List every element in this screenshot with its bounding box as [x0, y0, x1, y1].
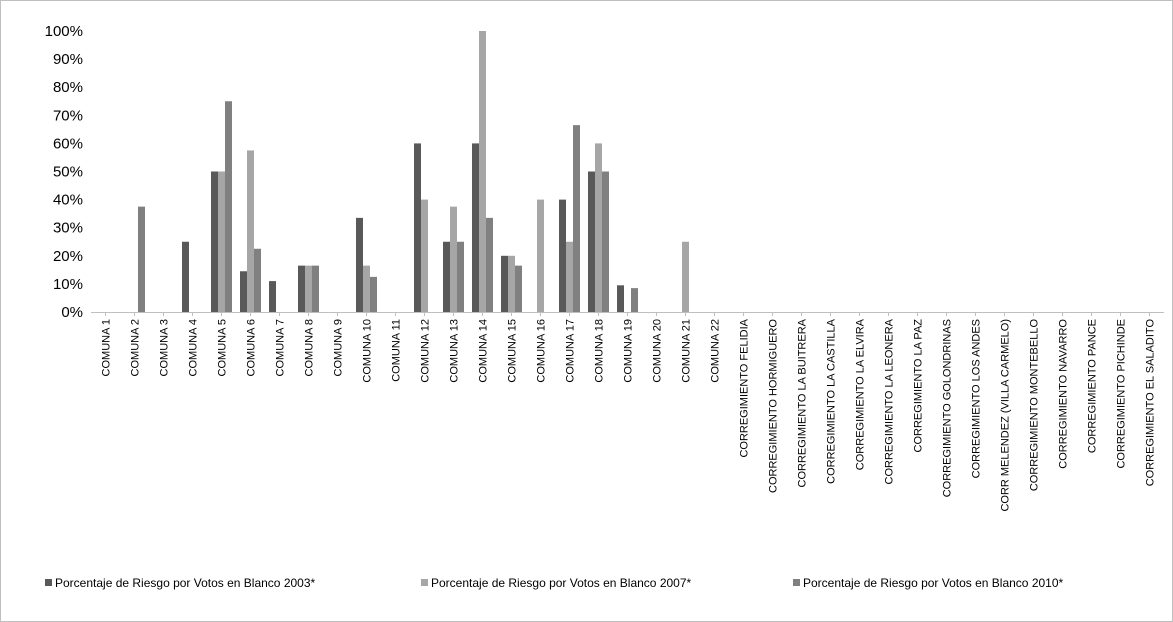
x-category-label: COMUNA 21: [681, 319, 693, 383]
bar-3: [515, 265, 522, 312]
bar-1: [472, 143, 479, 312]
x-category-label: COMUNA 8: [304, 319, 316, 376]
bar-3: [138, 206, 145, 312]
x-category-label: COMUNA 20: [652, 319, 664, 383]
y-tick-label: 40%: [53, 192, 83, 209]
x-category-label: COMUNA 5: [217, 319, 229, 376]
x-category-label: CORREGIMIENTO LOS ANDES: [971, 319, 983, 478]
bar-2: [508, 255, 515, 312]
bar-1: [501, 255, 508, 312]
bar-1: [443, 241, 450, 312]
bar-2: [450, 206, 457, 312]
bar-3: [312, 265, 319, 312]
x-category-label: CORREGIMIENTO LA BUITRERA: [797, 318, 809, 487]
y-tick-label: 90%: [53, 51, 83, 68]
legend-swatch: [45, 579, 52, 586]
x-category-label: CORREGIMIENTO MONTEBELLO: [1029, 319, 1041, 492]
y-tick-label: 10%: [53, 276, 83, 293]
y-axis: 0% 10% 20% 30% 40% 50% 60% 70% 80% 90% 100%: [45, 23, 83, 321]
bar-1: [559, 199, 566, 312]
x-category-label: CORREGIMIENTO PICHINDE: [1116, 319, 1128, 469]
bar-3: [631, 288, 638, 312]
x-category-label: COMUNA 1: [101, 319, 113, 376]
x-category-label: COMUNA 3: [159, 319, 171, 376]
legend-label: Porcentaje de Riesgo por Votos en Blanco…: [803, 576, 1064, 590]
y-tick-label: 0%: [61, 304, 83, 321]
bar-2: [218, 171, 225, 312]
bars: [138, 31, 689, 312]
bar-3: [254, 248, 261, 312]
bar-1: [588, 171, 595, 312]
y-tick-label: 80%: [53, 79, 83, 96]
bar-2: [566, 241, 573, 312]
x-category-label: COMUNA 13: [449, 319, 461, 383]
x-axis: COMUNA 1 COMUNA 2 COMUNA 3 COMUNA 4 COMUNA 5…: [91, 312, 1164, 512]
x-category-label: COMUNA 22: [710, 319, 722, 383]
bar-1: [269, 281, 276, 312]
x-category-label: COMUNA 18: [594, 319, 606, 383]
legend-label: Porcentaje de Riesgo por Votos en Blanco…: [55, 576, 316, 590]
x-category-label: CORREGIMIENTO EL SALADITO: [1145, 319, 1157, 487]
legend-label: Porcentaje de Riesgo por Votos en Blanco…: [431, 576, 692, 590]
x-category-label: COMUNA 2: [130, 319, 142, 376]
x-category-label: COMUNA 19: [623, 319, 635, 383]
legend-swatch: [421, 579, 428, 586]
y-tick-label: 30%: [53, 220, 83, 237]
bar-2: [421, 199, 428, 312]
bar-3: [573, 125, 580, 312]
bar-1: [414, 143, 421, 312]
x-category-label: CORREGIMIENTO PANCE: [1087, 319, 1099, 453]
bar-2: [363, 265, 370, 312]
bar-2: [682, 241, 689, 312]
x-category-label: CORREGIMIENTO LA PAZ: [913, 319, 925, 453]
bar-1: [182, 241, 189, 312]
x-category-label: CORREGIMIENTO LA ELVIRA: [855, 318, 867, 470]
bar-2: [479, 31, 486, 312]
x-category-label: CORREGIMIENTO GOLONDRINAS: [942, 319, 954, 497]
bar-3: [486, 217, 493, 312]
bar-1: [211, 171, 218, 312]
y-tick-label: 50%: [53, 164, 83, 181]
x-category-label: COMUNA 10: [362, 319, 374, 383]
x-category-label: CORREGIMIENTO HORMIGUERO: [768, 319, 780, 493]
x-category-label: CORREGIMIENTO NAVARRO: [1058, 319, 1070, 469]
x-category-label: COMUNA 17: [565, 319, 577, 383]
x-category-label: COMUNA 15: [507, 319, 519, 383]
bar-2: [595, 143, 602, 312]
x-category-label: COMUNA 7: [275, 319, 287, 376]
bar-1: [617, 285, 624, 312]
x-category-label: COMUNA 14: [478, 319, 490, 383]
bar-3: [457, 241, 464, 312]
legend: Porcentaje de Riesgo por Votos en Blanco…: [45, 576, 1064, 590]
bar-2: [247, 150, 254, 312]
bar-2: [305, 265, 312, 312]
y-tick-label: 70%: [53, 107, 83, 124]
x-category-label: CORREGIMIENTO LA LEONERA: [884, 318, 896, 484]
x-category-label: CORREGIMIENTO LA CASTILLA: [826, 318, 838, 484]
bar-1: [240, 271, 247, 312]
y-tick-label: 60%: [53, 135, 83, 152]
x-category-label: COMUNA 9: [333, 319, 345, 376]
x-category-label: COMUNA 16: [536, 319, 548, 383]
x-category-label: COMUNA 12: [420, 319, 432, 383]
bar-1: [356, 217, 363, 312]
bar-3: [225, 101, 232, 312]
bar-2: [537, 199, 544, 312]
bar-3: [602, 171, 609, 312]
x-category-label: CORR MELENDEZ (VILLA CARMELO): [1000, 319, 1012, 512]
x-category-label: CORREGIMIENTO FELIDIA: [739, 318, 751, 457]
legend-swatch: [793, 579, 800, 586]
x-category-label: COMUNA 6: [246, 319, 258, 376]
x-category-label: COMUNA 11: [391, 319, 403, 382]
y-tick-label: 100%: [45, 23, 83, 40]
y-tick-label: 20%: [53, 248, 83, 265]
x-category-label: COMUNA 4: [188, 319, 200, 376]
bar-1: [298, 265, 305, 312]
bar-3: [370, 276, 377, 312]
